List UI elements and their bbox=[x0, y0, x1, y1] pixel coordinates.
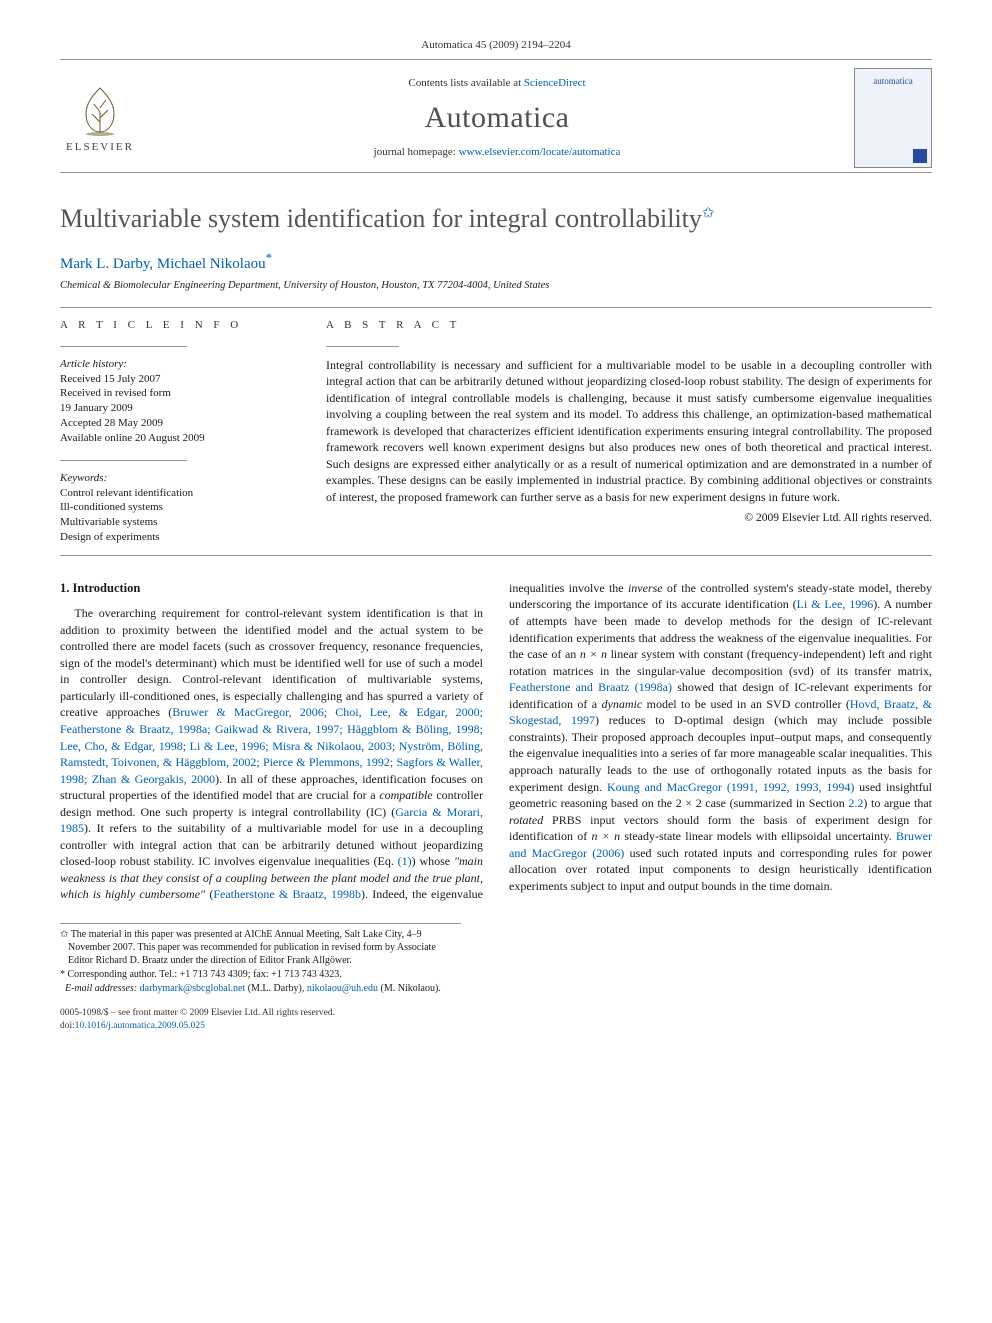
article-info-heading: A R T I C L E I N F O bbox=[60, 318, 290, 333]
body-run: The overarching requirement for control-… bbox=[60, 606, 483, 719]
history-label: Article history: bbox=[60, 357, 290, 372]
equation-link[interactable]: (1) bbox=[398, 854, 412, 868]
publisher-name: ELSEVIER bbox=[60, 140, 140, 155]
homepage-prefix: journal homepage: bbox=[374, 146, 459, 158]
math-inline: n × n bbox=[591, 829, 620, 843]
email-owner: (M.L. Darby), bbox=[245, 983, 307, 994]
body-run: ) to argue that bbox=[863, 796, 932, 810]
elsevier-tree-icon bbox=[72, 82, 128, 138]
sciencedirect-link[interactable]: ScienceDirect bbox=[524, 77, 586, 89]
masthead: ELSEVIER Contents lists available at Sci… bbox=[60, 68, 932, 173]
journal-cover-thumbnail: automatica bbox=[854, 68, 932, 168]
abstract-heading: A B S T R A C T bbox=[326, 318, 932, 333]
article-info-column: A R T I C L E I N F O Article history: R… bbox=[60, 308, 308, 555]
author-list[interactable]: Mark L. Darby, Michael Nikolaou* bbox=[60, 249, 932, 275]
math-inline: n × n bbox=[580, 647, 607, 661]
corresponding-marker: * bbox=[266, 250, 273, 265]
journal-homepage-link[interactable]: www.elsevier.com/locate/automatica bbox=[459, 146, 621, 158]
footnote-emails: E-mail addresses: darbymark@sbcglobal.ne… bbox=[60, 982, 461, 995]
top-rule bbox=[60, 59, 932, 60]
citation-link[interactable]: Li & Lee, 1996 bbox=[797, 597, 874, 611]
keywords-label: Keywords: bbox=[60, 471, 290, 486]
keyword: Ill-conditioned systems bbox=[60, 500, 290, 515]
history-line: 19 January 2009 bbox=[60, 401, 290, 416]
title-text: Multivariable system identification for … bbox=[60, 204, 702, 233]
publisher-logo: ELSEVIER bbox=[60, 82, 140, 155]
emphasis: rotated bbox=[509, 813, 543, 827]
abstract-text: Integral controllability is necessary an… bbox=[326, 357, 932, 506]
citation-line: Automatica 45 (2009) 2194–2204 bbox=[60, 38, 932, 53]
history-line: Available online 20 August 2009 bbox=[60, 431, 290, 446]
footnote-corresponding: * Corresponding author. Tel.: +1 713 743… bbox=[60, 968, 461, 981]
footnotes: ✩ The material in this paper was present… bbox=[60, 923, 461, 995]
cover-title: automatica bbox=[873, 75, 912, 88]
doi-label: doi: bbox=[60, 1021, 75, 1031]
doi-link[interactable]: 10.1016/j.automatica.2009.05.025 bbox=[75, 1021, 205, 1031]
availability-line: Contents lists available at ScienceDirec… bbox=[140, 76, 854, 91]
paragraph: The overarching requirement for control-… bbox=[60, 580, 932, 903]
affiliation: Chemical & Biomolecular Engineering Depa… bbox=[60, 279, 932, 294]
journal-name: Automatica bbox=[140, 97, 854, 139]
emphasis: compatible bbox=[379, 788, 432, 802]
author-email-link[interactable]: darbymark@sbcglobal.net bbox=[140, 983, 246, 994]
footer-copyright: 0005-1098/$ – see front matter © 2009 El… bbox=[60, 1007, 932, 1034]
emphasis: inverse bbox=[628, 581, 663, 595]
keyword: Control relevant identification bbox=[60, 486, 290, 501]
cover-mark-icon bbox=[913, 149, 927, 163]
email-owner: (M. Nikolaou). bbox=[378, 983, 441, 994]
avail-prefix: Contents lists available at bbox=[408, 77, 523, 89]
journal-homepage-line: journal homepage: www.elsevier.com/locat… bbox=[140, 145, 854, 160]
citation-link[interactable]: Koung and MacGregor (1991, 1992, 1993, 1… bbox=[607, 780, 854, 794]
history-line: Received in revised form bbox=[60, 386, 290, 401]
citation-link[interactable]: Featherstone & Braatz, 1998b bbox=[213, 887, 361, 901]
emphasis: dynamic bbox=[602, 697, 643, 711]
email-label: E-mail addresses: bbox=[65, 983, 137, 994]
history-line: Accepted 28 May 2009 bbox=[60, 416, 290, 431]
title-footnote-marker: ✩ bbox=[702, 206, 715, 222]
keyword: Multivariable systems bbox=[60, 515, 290, 530]
abstract-column: A B S T R A C T Integral controllability… bbox=[308, 308, 932, 555]
keyword: Design of experiments bbox=[60, 530, 290, 545]
section-heading: 1. Introduction bbox=[60, 580, 483, 597]
section-link[interactable]: 2.2 bbox=[848, 796, 863, 810]
author-email-link[interactable]: nikolaou@uh.edu bbox=[307, 983, 378, 994]
citation-link[interactable]: Featherstone and Braatz (1998a) bbox=[509, 680, 672, 694]
abstract-copyright: © 2009 Elsevier Ltd. All rights reserved… bbox=[326, 510, 932, 526]
article-title: Multivariable system identification for … bbox=[60, 203, 932, 234]
body-run: steady-state linear models with ellipsoi… bbox=[620, 829, 896, 843]
body-run: ) whose bbox=[412, 854, 454, 868]
footnote-presented: ✩ The material in this paper was present… bbox=[60, 928, 461, 967]
author-names: Mark L. Darby, Michael Nikolaou bbox=[60, 256, 266, 272]
body-run: model to be used in an SVD controller ( bbox=[642, 697, 850, 711]
issn-line: 0005-1098/$ – see front matter © 2009 El… bbox=[60, 1007, 932, 1020]
body-text: 1. Introduction The overarching requirem… bbox=[60, 580, 932, 903]
history-line: Received 15 July 2007 bbox=[60, 372, 290, 387]
